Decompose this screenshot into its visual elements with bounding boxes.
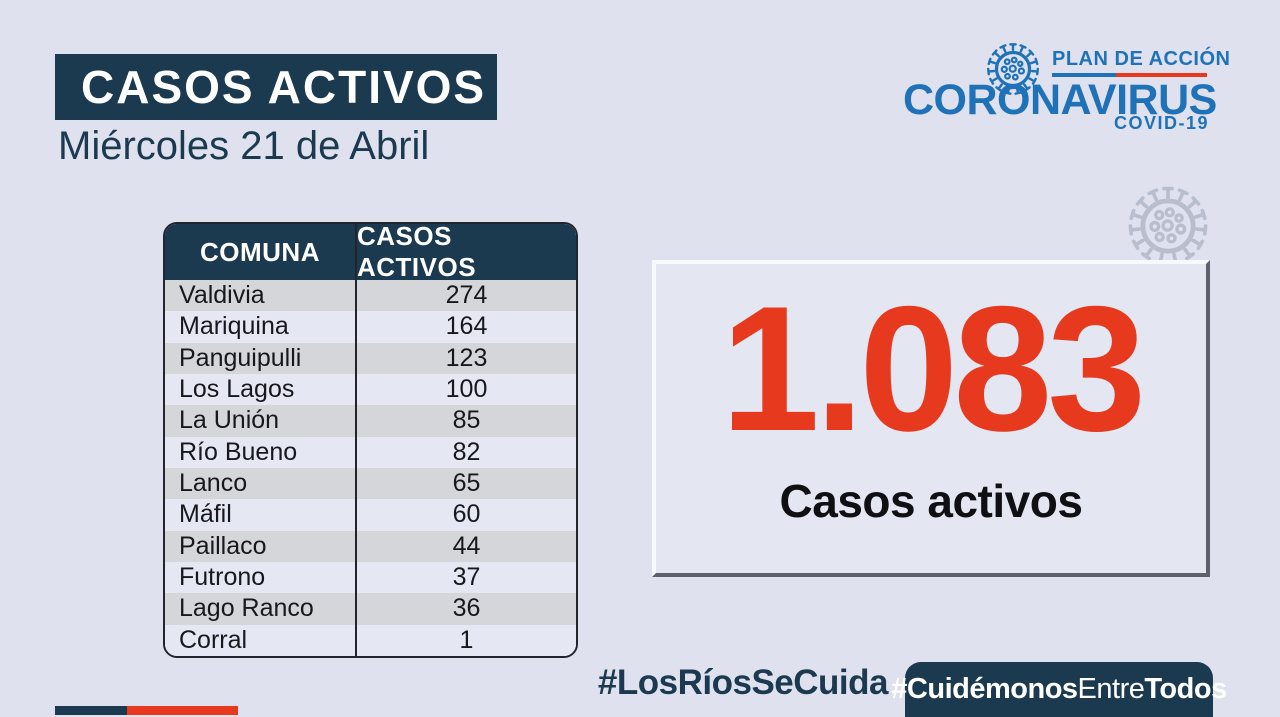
- comuna-cell: Panguipulli: [165, 342, 357, 374]
- casos-cell: 123: [445, 343, 488, 372]
- casos-cell: 274: [445, 281, 488, 309]
- pill-text-bold2: Todos: [1144, 673, 1227, 705]
- virus-watermark-icon: [1124, 182, 1212, 270]
- casos-cell: 100: [445, 374, 488, 403]
- table-row: Los Lagos 100: [165, 373, 576, 406]
- hashtag-pill: #Cuidémonos Entre Todos: [891, 662, 1227, 717]
- table-row: Mariquina 164: [165, 311, 576, 343]
- comuna-cell: Máfil: [165, 499, 357, 531]
- plan-de-accion-label: PLAN DE ACCIÓN: [1052, 48, 1231, 70]
- comuna-cell: Futrono: [165, 561, 357, 594]
- header-casos-activos: CASOS ACTIVOS: [357, 222, 477, 282]
- casos-activos-banner: CASOS ACTIVOS: [55, 54, 497, 120]
- casos-cell: 36: [452, 594, 481, 623]
- header-comuna: COMUNA: [165, 224, 357, 280]
- table-row: Máfil 60: [165, 499, 576, 531]
- pill-text-regular: Entre: [1077, 673, 1145, 705]
- table-row: Corral 1: [165, 624, 576, 656]
- table-row: Futrono 37: [165, 561, 576, 594]
- casos-cell: 44: [452, 531, 481, 560]
- table-row: Valdivia 274: [165, 280, 576, 312]
- total-cases-card: 1.083 Casos activos: [652, 260, 1210, 577]
- comuna-cell: Paillaco: [165, 530, 357, 562]
- casos-cell: 82: [452, 437, 481, 466]
- casos-cell: 1: [459, 625, 474, 654]
- flag-red-segment: [127, 706, 238, 715]
- comuna-cell: La Unión: [165, 405, 357, 437]
- comuna-cell: Mariquina: [165, 311, 357, 343]
- table-row: Paillaco 44: [165, 530, 576, 562]
- casos-cell: 85: [452, 406, 481, 435]
- table-body: Valdivia 274 Mariquina 164 Panguipulli 123 Los…: [165, 280, 576, 656]
- comuna-cell: Río Bueno: [165, 436, 357, 468]
- table-row: Panguipulli 123: [165, 342, 576, 374]
- table-row: Río Bueno 82: [165, 436, 576, 468]
- comuna-cell: Lanco: [165, 467, 357, 500]
- total-cases-label: Casos activos: [779, 474, 1083, 527]
- comuna-cell: Corral: [165, 624, 357, 656]
- hashtag-losrios: #LosRíosSeCuida: [597, 663, 889, 702]
- underline-red-segment: [1116, 73, 1207, 77]
- pill-text-bold1: #Cuidémonos: [891, 673, 1078, 705]
- flag-navy-segment: [55, 706, 127, 715]
- casos-cell: 164: [445, 312, 488, 341]
- casos-cell: 37: [452, 562, 481, 591]
- comuna-cell: Lago Ranco: [165, 593, 357, 625]
- comuna-cell: Valdivia: [165, 280, 357, 312]
- logo-underline: [1052, 73, 1207, 77]
- page-title: CASOS ACTIVOS: [81, 61, 487, 113]
- total-cases-value: 1.083: [720, 269, 1146, 468]
- table-header: COMUNA CASOS ACTIVOS: [165, 222, 576, 282]
- underline-blue-segment: [1052, 73, 1116, 77]
- cases-table: COMUNA CASOS ACTIVOS Valdivia 274 Mariquin…: [163, 222, 578, 658]
- comuna-cell: Los Lagos: [165, 373, 357, 406]
- report-date: Miércoles 21 de Abril: [58, 124, 430, 168]
- casos-cell: 65: [452, 468, 481, 497]
- coronavirus-brand-label: CORONAVIRUS: [903, 76, 1217, 124]
- casos-cell: 60: [452, 500, 481, 529]
- covid19-label: COVID-19: [1113, 113, 1209, 133]
- table-row: La Unión 85: [165, 405, 576, 437]
- chile-flag-bar: [55, 706, 238, 715]
- table-row: Lago Ranco 36: [165, 593, 576, 625]
- table-row: Lanco 65: [165, 467, 576, 500]
